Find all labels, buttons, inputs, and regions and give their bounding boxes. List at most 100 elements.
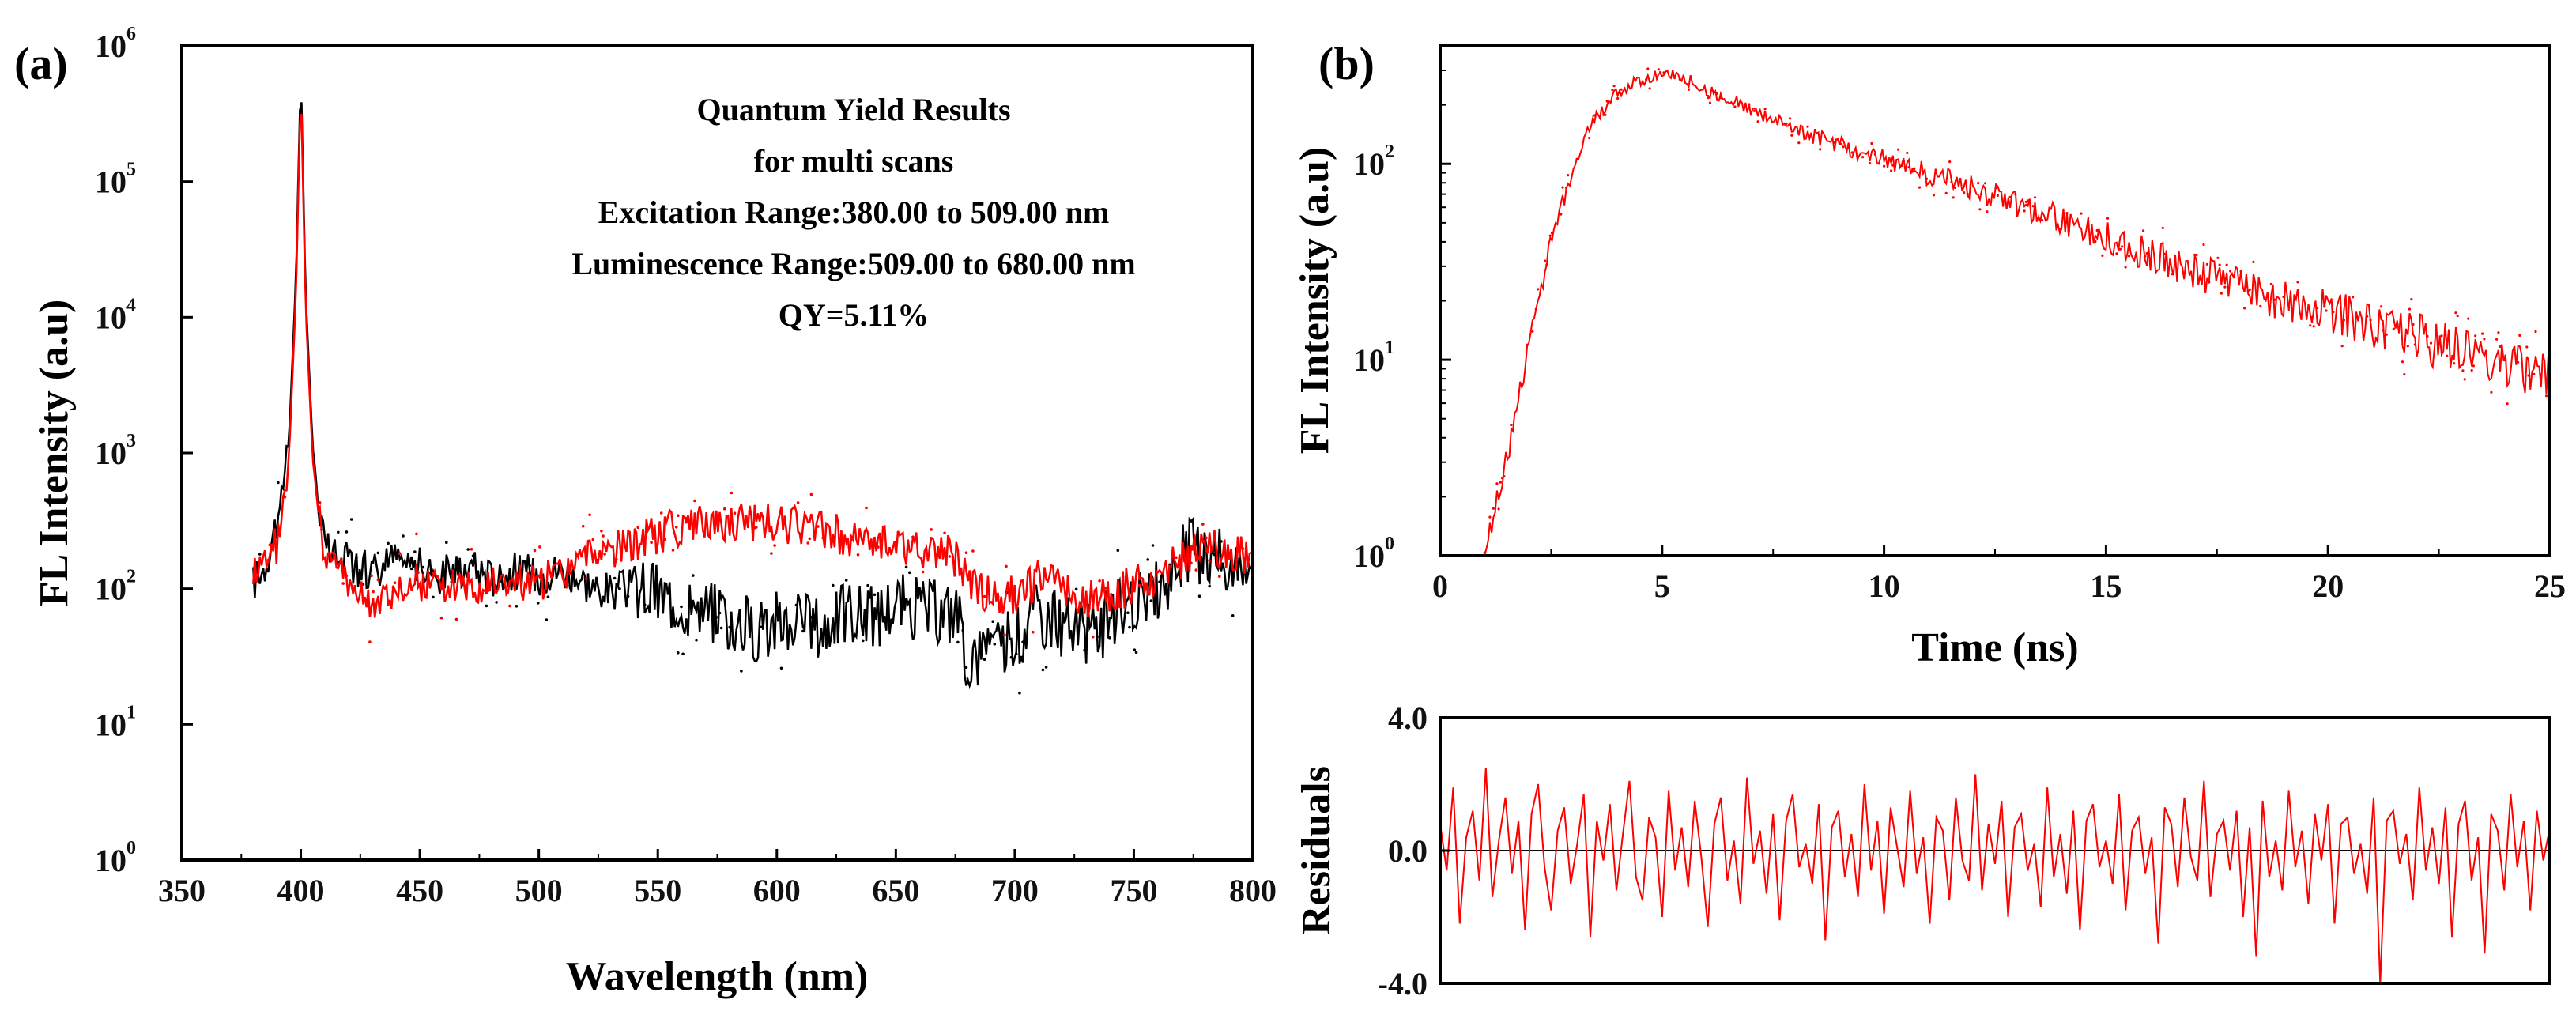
data-point [1907,166,1910,169]
data-point [1986,210,1989,213]
data-point [1490,529,1493,532]
data-point [1890,169,1893,172]
data-point [718,611,722,615]
ytick-label: 102 [95,567,136,607]
data-point [1797,141,1801,145]
data-point [1900,164,1903,168]
xtick-label: 20 [2312,568,2344,604]
data-point [391,586,395,589]
data-point [1121,575,1125,579]
data-point [277,481,280,485]
data-point [2222,271,2225,274]
data-point [1616,96,1620,100]
data-point [2067,229,2070,232]
data-point [1205,536,1208,540]
data-point [1659,70,1662,74]
data-point [2534,330,2537,334]
data-point [2506,402,2509,406]
data-point [2352,296,2355,299]
data-point [2243,307,2246,310]
data-point [1602,113,1605,116]
data-point [1166,579,1170,582]
data-point [1197,594,1201,598]
data-point [508,604,511,608]
data-point [930,528,933,531]
ytick-label: 100 [1353,534,1394,574]
data-point [1488,515,1492,519]
data-point [856,553,860,557]
data-point [2340,345,2344,348]
data-point [2426,334,2429,338]
data-point [2446,354,2449,357]
data-point [1208,584,1211,588]
panel-b-xticks: 0 5 10 15 20 25 [1432,545,2566,604]
xtick-label: 400 [277,873,325,908]
data-point [2461,369,2465,372]
data-point [1944,191,1948,194]
data-point [2094,240,2097,243]
data-point [1861,156,1865,159]
data-point [2239,270,2242,273]
data-point [1575,157,1578,160]
data-point [2410,298,2413,301]
data-point [2497,331,2500,334]
data-point [277,524,280,528]
data-point [2170,273,2174,276]
data-point [2527,374,2530,377]
data-point [1708,101,1712,104]
ytick-exponent: 1 [126,702,136,723]
data-point [2161,226,2164,229]
data-point [2429,341,2433,345]
data-point [546,595,550,598]
data-point [2525,345,2529,349]
data-point [2191,277,2195,281]
data-point [2140,238,2143,241]
data-point [2205,262,2208,266]
data-point [865,506,868,510]
data-point [2412,323,2415,326]
data-point [970,590,973,594]
panel-b-series [1440,67,2551,557]
data-point [402,534,405,538]
data-point [755,526,758,529]
panel-a-ylabel: FL Intensity (a.u) [32,300,77,607]
ytick-base: 10 [95,572,126,607]
data-point [2144,255,2147,258]
panel-a-annotation: Quantum Yield Results for multi scans Ex… [571,92,1135,333]
data-point [2342,319,2345,322]
annotation-line-2: for multi scans [754,143,954,179]
data-point [1802,135,1806,138]
data-point [1483,551,1486,554]
data-point [1190,561,1193,565]
data-point [1208,559,1211,562]
panel-a-series [252,102,1253,695]
series-points-reference [255,481,1235,695]
xtick-label: 600 [753,873,801,908]
data-point [2101,254,2104,257]
data-point [2024,200,2027,203]
data-point [368,640,372,643]
data-point [2115,252,2118,255]
data-point [2309,324,2312,327]
data-point [773,544,776,547]
data-point [495,601,498,604]
data-point [1994,187,1997,190]
data-point [1835,138,1838,141]
data-point [983,594,986,598]
data-point [2316,307,2319,310]
data-point [2223,285,2227,289]
annotation-line-3: Excitation Range:380.00 to 509.00 nm [598,194,1110,230]
data-point [1870,141,1873,145]
data-point [2033,196,2037,199]
data-point [349,518,353,521]
ytick-exponent: 3 [126,431,136,451]
ytick-base: 10 [1353,342,1385,378]
data-point [1612,85,1616,88]
ytick-base: 10 [95,843,126,878]
data-point [2518,334,2521,337]
ytick-label: 101 [95,702,136,742]
data-point [1567,174,1570,177]
data-point [2325,309,2328,312]
data-point [2406,345,2409,348]
data-point [2544,394,2548,398]
